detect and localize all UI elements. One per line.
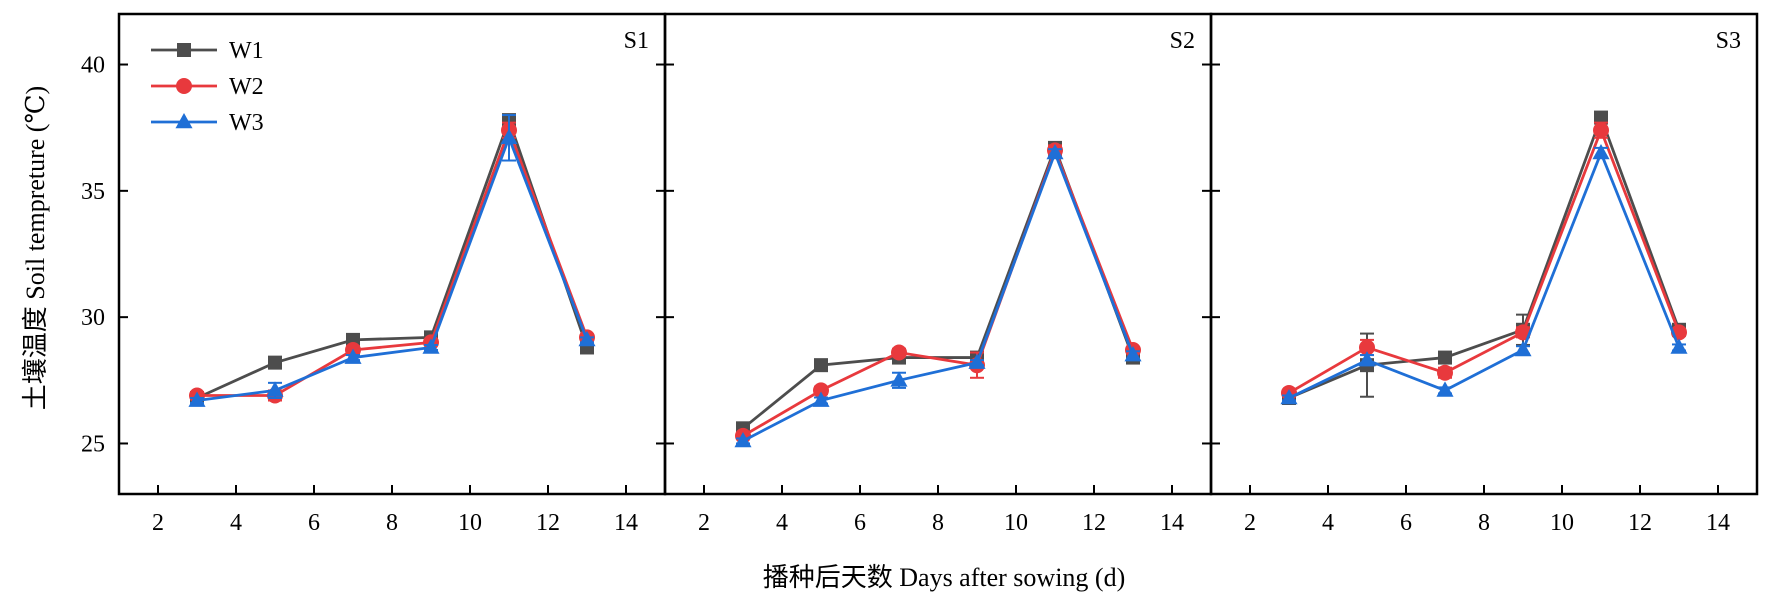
series-w2 xyxy=(189,121,595,404)
panel-frame xyxy=(1209,12,1759,496)
x-tick-label: 6 xyxy=(308,510,320,536)
data-point xyxy=(266,381,284,397)
data-point xyxy=(813,382,829,399)
x-tick-label: 10 xyxy=(1004,510,1028,536)
series-line xyxy=(196,133,589,402)
panel-label: S2 xyxy=(1170,28,1195,54)
series-w3 xyxy=(734,143,1142,448)
legend-marker xyxy=(177,43,191,57)
series-line xyxy=(197,126,589,397)
x-tick-label: 6 xyxy=(854,510,866,536)
data-point xyxy=(188,391,206,407)
data-point xyxy=(344,348,362,364)
data-point xyxy=(1670,338,1688,354)
data-point xyxy=(734,431,752,448)
panel-label: S1 xyxy=(624,28,649,54)
series-w1 xyxy=(190,113,594,405)
series-line xyxy=(1288,126,1681,395)
series-line xyxy=(1288,113,1681,400)
y-tick-label: 25 xyxy=(81,431,105,457)
series-line xyxy=(196,115,589,400)
series-line xyxy=(742,143,1135,430)
x-tick-label: 14 xyxy=(1160,510,1184,536)
y-axis-title: 土壤温度 Soil tempreture (℃) xyxy=(21,86,50,410)
x-tick-label: 14 xyxy=(614,510,638,536)
data-point xyxy=(578,330,596,347)
panel-s2: 2 4 6 8 10 12 14 S2 xyxy=(656,12,1213,536)
series-line xyxy=(1288,149,1681,400)
x-tick-label: 12 xyxy=(1082,510,1106,536)
legend-marker xyxy=(175,113,193,129)
data-point xyxy=(1514,341,1532,357)
y-tick-label: 30 xyxy=(81,305,105,331)
legend-item-w3: W3 xyxy=(151,110,264,136)
data-point xyxy=(1437,364,1453,381)
x-tick-label: 2 xyxy=(152,510,164,536)
x-tick-label: 8 xyxy=(1478,510,1490,536)
x-tick-label: 2 xyxy=(1244,510,1256,536)
panel-s1: 2 4 6 8 10 12 14 25 30 35 40 S1 xyxy=(81,12,667,536)
x-tick-label: 10 xyxy=(458,510,482,536)
data-point xyxy=(500,128,518,145)
series-w1 xyxy=(736,140,1140,436)
series-w3 xyxy=(188,114,596,407)
legend-label: W2 xyxy=(229,74,264,100)
data-point xyxy=(1359,339,1375,356)
legend-item-w2: W2 xyxy=(151,74,264,100)
data-point xyxy=(891,344,907,361)
data-point xyxy=(890,371,908,387)
x-tick-label: 4 xyxy=(1322,510,1334,536)
data-point xyxy=(1124,346,1142,362)
x-tick-label: 2 xyxy=(698,510,710,536)
x-tick-label: 4 xyxy=(776,510,788,536)
data-point xyxy=(1436,381,1454,397)
x-tick-label: 4 xyxy=(230,510,242,536)
series-line xyxy=(742,146,1135,438)
x-tick-label: 14 xyxy=(1706,510,1730,536)
data-point xyxy=(1438,350,1452,365)
data-point xyxy=(1592,143,1610,160)
legend-item-w1: W1 xyxy=(151,38,264,64)
data-point xyxy=(814,358,828,373)
x-tick-label: 8 xyxy=(932,510,944,536)
data-point xyxy=(422,338,440,354)
data-point xyxy=(968,353,986,369)
series-w3 xyxy=(1280,143,1688,405)
y-tick-label: 35 xyxy=(81,179,105,205)
panel-label: S3 xyxy=(1716,28,1741,54)
data-point xyxy=(1594,110,1608,125)
series-w2 xyxy=(735,142,1141,444)
panel-s3: 2 4 6 8 10 12 14 S3 xyxy=(1202,12,1759,536)
series-line xyxy=(742,148,1135,443)
data-point xyxy=(1280,389,1298,405)
y-tick-label: 40 xyxy=(81,53,105,79)
x-tick-label: 12 xyxy=(1628,510,1652,536)
legend-label: W1 xyxy=(229,38,264,64)
x-tick-label: 10 xyxy=(1550,510,1574,536)
data-point xyxy=(1593,122,1609,139)
legend-marker xyxy=(176,78,192,94)
data-point xyxy=(1046,143,1064,160)
x-tick-label: 12 xyxy=(536,510,560,536)
x-tick-label: 8 xyxy=(386,510,398,536)
x-axis-title: 播种后天数 Days after sowing (d) xyxy=(763,563,1126,592)
data-point xyxy=(268,355,282,370)
x-tick-label: 6 xyxy=(1400,510,1412,536)
series-w2 xyxy=(1281,121,1687,401)
legend-label: W3 xyxy=(229,110,264,136)
data-point xyxy=(812,391,830,407)
data-point xyxy=(1358,351,1376,367)
legend: W1 W2 W3 xyxy=(151,38,264,136)
